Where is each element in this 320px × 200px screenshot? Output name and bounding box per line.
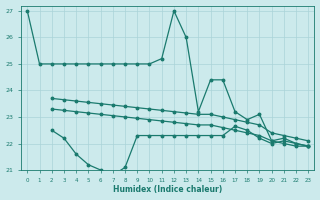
X-axis label: Humidex (Indice chaleur): Humidex (Indice chaleur) — [113, 185, 222, 194]
